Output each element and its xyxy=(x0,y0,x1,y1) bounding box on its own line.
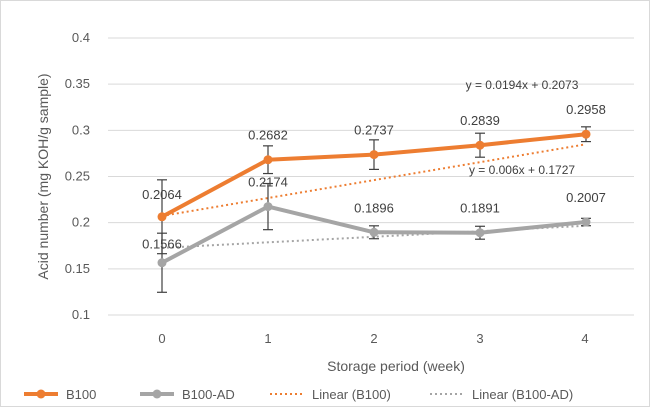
point-b100-3 xyxy=(475,140,485,150)
data-label-b100-ad-4: 0.2007 xyxy=(566,190,606,205)
point-b100-4 xyxy=(581,129,591,139)
legend-marker-0 xyxy=(36,389,46,399)
legend-marker-1 xyxy=(152,389,162,399)
legend-label-1: B100-AD xyxy=(182,387,235,402)
y-tick-label-3: 0.25 xyxy=(65,169,90,184)
point-b100-ad-0 xyxy=(157,258,167,268)
x-tick-label-1: 1 xyxy=(264,331,271,346)
y-tick-label-1: 0.15 xyxy=(65,261,90,276)
trendline-equations: y = 0.0194x + 0.2073 y = 0.006x + 0.1727 xyxy=(466,78,579,177)
data-label-b100-ad-1: 0.2174 xyxy=(248,175,288,190)
point-b100-1 xyxy=(263,155,273,165)
point-b100-2 xyxy=(369,150,379,160)
data-label-b100-4: 0.2958 xyxy=(566,102,606,117)
data-label-b100-ad-2: 0.1896 xyxy=(354,200,394,215)
data-label-b100-1: 0.2682 xyxy=(248,128,288,143)
point-b100-0 xyxy=(157,212,167,222)
point-b100-ad-3 xyxy=(475,228,485,238)
point-b100-ad-4 xyxy=(581,217,591,227)
data-label-b100-2: 0.2737 xyxy=(354,123,394,138)
data-label-b100-ad-3: 0.1891 xyxy=(460,201,500,216)
y-tick-label-5: 0.35 xyxy=(65,76,90,91)
point-b100-ad-2 xyxy=(369,227,379,237)
trendline-0 xyxy=(161,143,587,217)
legend-trend-label-1: Linear (B100-AD) xyxy=(472,387,573,402)
y-tick-label-0: 0.1 xyxy=(72,307,90,322)
x-tick-label-4: 4 xyxy=(581,331,588,346)
y-tick-label-4: 0.3 xyxy=(72,122,90,137)
trendlines xyxy=(161,143,587,249)
legend-trend-label-0: Linear (B100) xyxy=(312,387,391,402)
x-axis-title: Storage period (week) xyxy=(327,358,465,374)
x-tick-label-3: 3 xyxy=(476,331,483,346)
y-axis-title: Acid number (mg KOH/g sample) xyxy=(35,73,51,279)
trendline-1 xyxy=(161,224,587,249)
y-tick-label-6: 0.4 xyxy=(72,30,90,45)
series-lines xyxy=(157,129,591,268)
data-label-b100-0: 0.2064 xyxy=(142,187,182,202)
data-label-b100-3: 0.2839 xyxy=(460,113,500,128)
data-label-b100-ad-0: 0.1566 xyxy=(142,237,182,252)
x-tick-label-2: 2 xyxy=(370,331,377,346)
y-tick-label-2: 0.2 xyxy=(72,215,90,230)
trendline-equation-0: y = 0.0194x + 0.2073 xyxy=(466,78,579,92)
legend: B100 B100-AD Linear (B100) Linear (B100-AD) xyxy=(24,387,573,402)
legend-label-0: B100 xyxy=(66,387,96,402)
x-tick-label-0: 0 xyxy=(158,331,165,346)
x-axis-ticks: 0 1 2 3 4 xyxy=(158,331,588,346)
data-labels: 0.2064 0.2682 0.2737 0.2839 0.2958 0.1566 0.21… xyxy=(142,102,606,252)
gridlines xyxy=(108,37,634,316)
trendline-equation-1: y = 0.006x + 0.1727 xyxy=(469,163,575,177)
y-axis-ticks: 0.1 0.15 0.2 0.25 0.3 0.35 0.4 xyxy=(65,30,90,322)
point-b100-ad-1 xyxy=(263,202,273,212)
